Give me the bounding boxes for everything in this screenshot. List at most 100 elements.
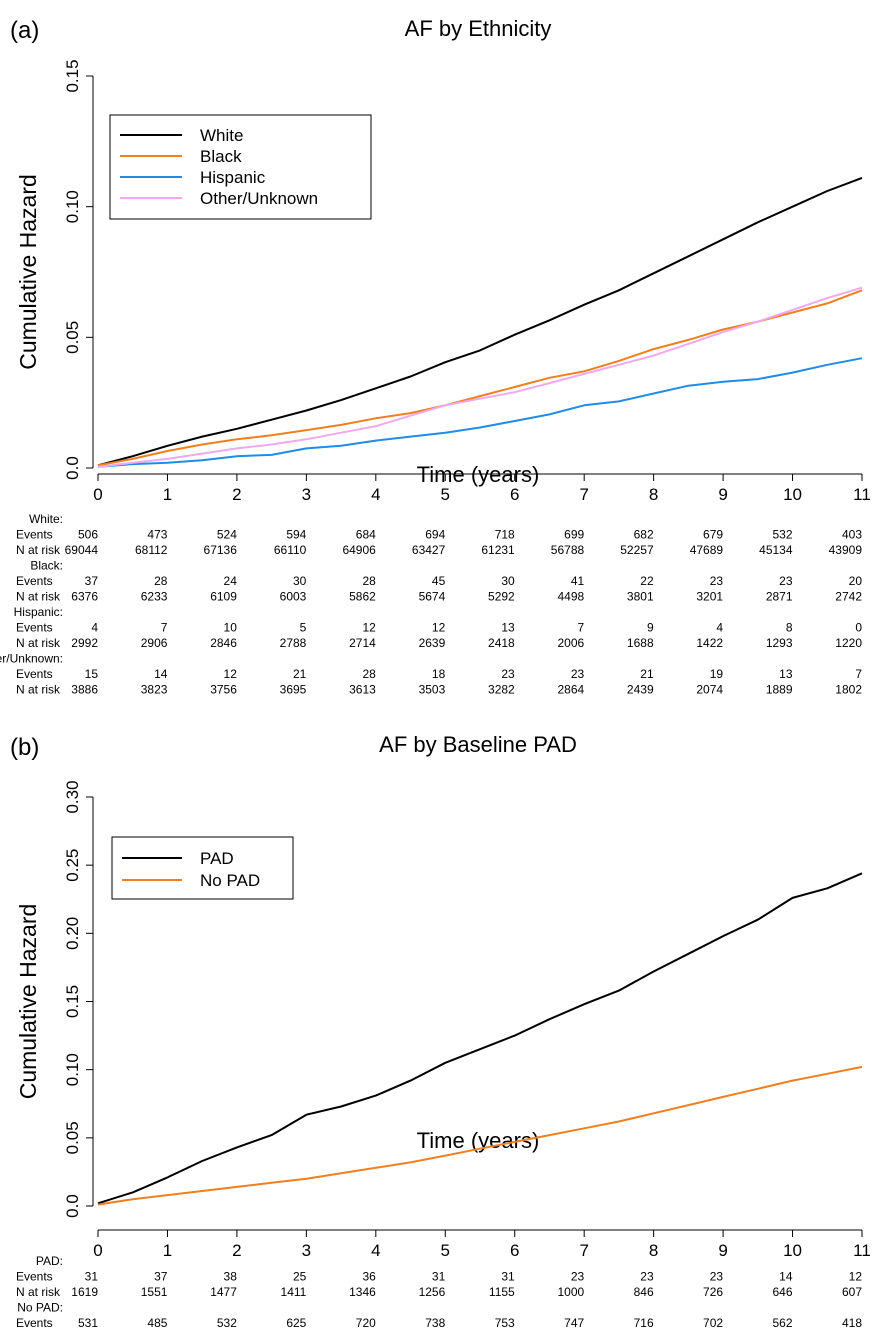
risk-cell: 21: [640, 667, 654, 681]
risk-cell: 61231: [481, 543, 515, 557]
risk-cell: 3756: [210, 683, 237, 697]
x-tick-label: 11: [853, 485, 871, 504]
risk-cell: 2418: [488, 636, 515, 650]
x-tick-label: 6: [510, 485, 519, 504]
x-tick-label: 11: [853, 1241, 871, 1260]
risk-cell: 2864: [557, 683, 584, 697]
risk-cell: 726: [703, 1285, 723, 1299]
risk-cell: 30: [501, 574, 515, 588]
risk-row-label: N at risk: [16, 636, 61, 650]
risk-cell: 1220: [835, 636, 862, 650]
risk-cell: 12: [224, 667, 238, 681]
risk-cell: 36: [362, 1270, 376, 1284]
risk-cell: 699: [564, 528, 584, 542]
panel-label: (a): [10, 17, 39, 44]
risk-cell: 2074: [696, 683, 723, 697]
risk-cell: 66110: [274, 543, 307, 557]
risk-cell: 14: [779, 1270, 793, 1284]
risk-cell: 3613: [349, 683, 376, 697]
risk-cell: 562: [773, 1316, 793, 1330]
legend-label: White: [200, 126, 243, 145]
series-line-white: [97, 176, 863, 467]
risk-row-label: Events: [16, 528, 53, 542]
risk-cell: 7: [855, 667, 862, 681]
risk-row-label: Events: [16, 574, 53, 588]
risk-cell: 1422: [696, 636, 723, 650]
risk-cell: 23: [779, 574, 793, 588]
risk-cell: 47689: [690, 543, 724, 557]
risk-cell: 531: [78, 1316, 98, 1330]
risk-row-label: N at risk: [16, 590, 61, 604]
risk-cell: 12: [849, 1270, 863, 1284]
risk-group-header: Other/Unknown:: [0, 652, 63, 666]
risk-cell: 5862: [349, 590, 376, 604]
risk-cell: 5: [300, 621, 307, 635]
series-line-other-unknown: [97, 286, 863, 468]
y-axis-label: Cumulative Hazard: [15, 174, 41, 370]
risk-cell: 473: [147, 528, 167, 542]
risk-cell: 68112: [135, 543, 168, 557]
risk-cell: 37: [154, 1270, 168, 1284]
risk-row-label: Events: [16, 1270, 53, 1284]
y-tick-label: 0.20: [63, 917, 82, 950]
risk-cell: 418: [842, 1316, 862, 1330]
risk-cell: 15: [85, 667, 99, 681]
x-tick-label: 3: [302, 485, 311, 504]
series-line-hispanic: [97, 357, 863, 468]
risk-cell: 532: [773, 528, 793, 542]
y-tick-label: 0.10: [63, 1053, 82, 1086]
risk-cell: 30: [293, 574, 307, 588]
risk-cell: 5674: [419, 590, 446, 604]
risk-cell: 738: [425, 1316, 445, 1330]
risk-cell: 4498: [557, 590, 584, 604]
risk-cell: 6109: [210, 590, 237, 604]
risk-cell: 684: [356, 528, 376, 542]
risk-row-label: N at risk: [16, 683, 61, 697]
x-tick-label: 5: [441, 485, 450, 504]
series-line-no-pad: [97, 1065, 863, 1206]
risk-cell: 53660: [690, 1332, 724, 1334]
risk-cell: 4: [716, 621, 723, 635]
risk-cell: 69044: [65, 543, 99, 557]
risk-cell: 3886: [71, 683, 98, 697]
risk-cell: 45: [432, 574, 446, 588]
legend-label: Hispanic: [200, 168, 266, 187]
risk-cell: 679: [703, 528, 723, 542]
risk-cell: 24: [224, 574, 238, 588]
risk-cell: 1293: [766, 636, 793, 650]
risk-cell: 846: [634, 1285, 654, 1299]
risk-cell: 80679: [65, 1332, 99, 1334]
risk-cell: 718: [495, 528, 515, 542]
risk-cell: 23: [710, 1270, 724, 1284]
legend-label: PAD: [200, 849, 234, 868]
risk-cell: 64906: [342, 543, 376, 557]
risk-cell: 524: [217, 528, 237, 542]
risk-cell: 4: [91, 621, 98, 635]
risk-cell: 2639: [419, 636, 446, 650]
risk-cell: 31: [432, 1270, 446, 1284]
risk-cell: 25: [293, 1270, 307, 1284]
risk-cell: 506: [78, 528, 98, 542]
risk-row-label: Events: [16, 667, 53, 681]
y-tick-label: 0.05: [63, 321, 82, 354]
risk-cell: 2906: [141, 636, 168, 650]
risk-cell: 2992: [71, 636, 98, 650]
x-tick-label: 1: [163, 1241, 172, 1260]
risk-cell: 2846: [210, 636, 237, 650]
risk-cell: 694: [425, 528, 445, 542]
risk-cell: 8: [786, 621, 793, 635]
risk-cell: 607: [842, 1285, 862, 1299]
risk-cell: 50541: [759, 1332, 793, 1334]
risk-cell: 1155: [489, 1285, 515, 1299]
risk-cell: 78370: [204, 1332, 238, 1334]
risk-cell: 56788: [551, 543, 585, 557]
risk-cell: 1802: [835, 683, 862, 697]
risk-cell: 37: [85, 574, 99, 588]
risk-cell: 702: [703, 1316, 723, 1330]
risk-cell: 10: [224, 621, 238, 635]
risk-cell: 13: [779, 667, 793, 681]
risk-cell: 3695: [280, 683, 307, 697]
risk-cell: 1346: [349, 1285, 376, 1299]
risk-group-header: PAD:: [36, 1254, 63, 1268]
